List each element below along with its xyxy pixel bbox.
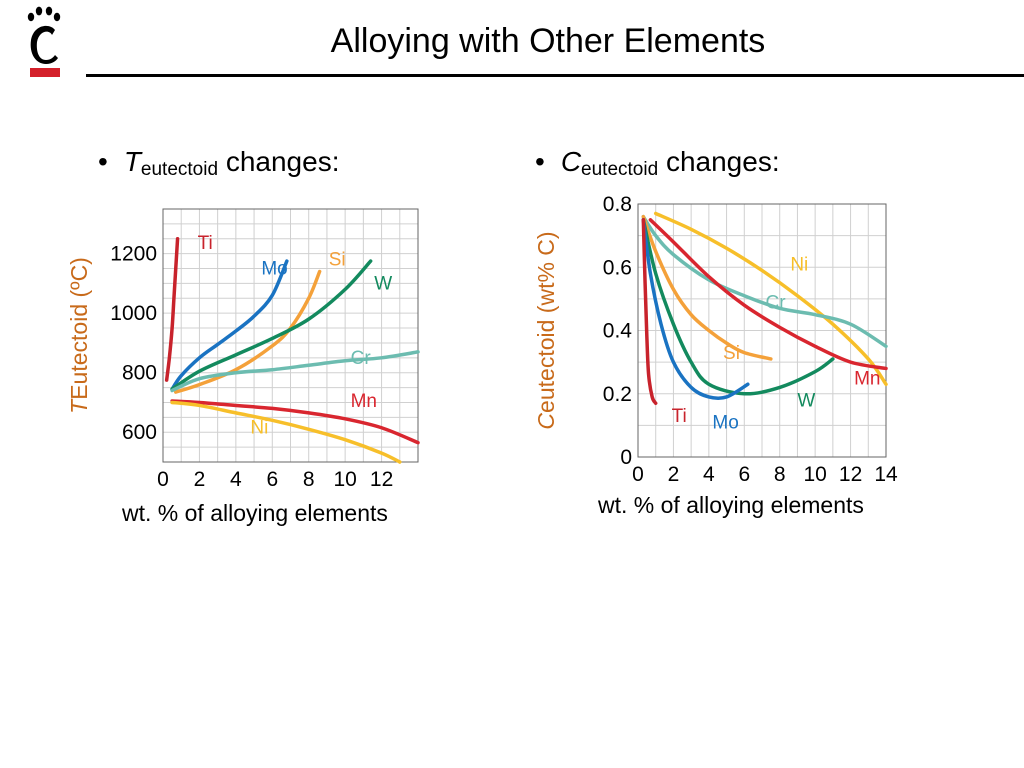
chart-t-eutectoid: 0 2 4 6 8 10 12 600 800 1000 1200 TEutectoid (ºC) Ti… (66, 208, 420, 491)
series-line-ti (641, 218, 658, 405)
y-tick-label: 1000 (110, 302, 157, 325)
series-label-mn: Mn (351, 391, 377, 412)
series-label-si: Si (329, 250, 346, 271)
x-tick-label: 12 (839, 463, 862, 486)
series-line-mo (170, 259, 289, 391)
x-tick-label: 2 (668, 463, 680, 486)
series-label-w: W (374, 273, 392, 294)
paw-toe-1 (27, 12, 35, 22)
bullet-italic: T (123, 146, 141, 177)
series-line-ni (170, 400, 402, 464)
x-tick-label: 0 (632, 463, 644, 486)
x-tick-label: 8 (774, 463, 786, 486)
paw-toe-2 (35, 6, 43, 16)
y-tick-label: 1200 (110, 243, 157, 266)
y-tick-label: 0 (620, 446, 632, 469)
series-line-cr (641, 214, 888, 349)
series-line-mo (641, 218, 750, 401)
y-tick-label: 800 (122, 362, 157, 385)
y-tick-label: 600 (122, 421, 157, 444)
series-line-si (174, 269, 322, 394)
series-line-mn (648, 218, 888, 371)
y-axis-label-italic: T (66, 398, 92, 414)
series-label-ti: Ti (198, 233, 213, 254)
y-tick-label: 0.6 (603, 256, 632, 279)
series-label-ni: Ni (790, 254, 808, 275)
x-tick-label: 12 (370, 468, 393, 491)
x-axis-caption-left: wt. % of alloying elements (122, 500, 388, 526)
bullet-t-eutectoid: • Teutectoid changes: (98, 146, 339, 181)
series-label-ni: Ni (250, 418, 268, 439)
x-tick-label: 10 (333, 468, 356, 491)
series-label-cr: Cr (766, 292, 787, 313)
series-label-si: Si (723, 343, 740, 364)
series-line-ni (653, 211, 888, 387)
chart-c-eutectoid: 0 2 4 6 8 10 12 14 0 0.2 0.4 0.6 0.8 Ceutectoid (wt% … (533, 193, 898, 486)
y-tick-label: 0.4 (603, 320, 633, 343)
bullet-text: changes: (658, 146, 780, 177)
slide-title: Alloying with Other Elements (330, 22, 766, 60)
y-axis-label-text: Eutectoid (ºC) (66, 257, 92, 400)
y-axis-label: TEutectoid (ºC) (66, 257, 92, 414)
title-rule (86, 74, 1024, 77)
plot-frame (637, 203, 887, 458)
series-label-ti: Ti (672, 406, 687, 427)
x-axis-caption-right: wt. % of alloying elements (598, 492, 864, 518)
bullet-subscript: eutectoid (140, 159, 219, 180)
series-line-w (641, 218, 835, 396)
bullet-c-eutectoid: • Ceutectoid changes: (535, 146, 780, 181)
y-axis-label-italic: C (533, 413, 559, 430)
x-tick-label: 14 (874, 463, 898, 486)
bullet-italic: C (560, 146, 582, 177)
series-line-ti (164, 237, 180, 382)
bullet-text: changes: (218, 146, 340, 177)
x-tick-label: 4 (230, 468, 242, 491)
series-label-mo: Mo (261, 258, 287, 279)
series-label-w: W (797, 390, 815, 411)
university-logo (27, 6, 61, 77)
x-tick-label: 6 (738, 463, 750, 486)
series-label-cr: Cr (351, 348, 372, 369)
y-tick-label: 0.8 (603, 193, 632, 216)
paw-toe-3 (45, 6, 53, 16)
x-tick-label: 10 (803, 463, 826, 486)
bullet-dot: • (98, 146, 108, 177)
x-tick-label: 0 (157, 468, 169, 491)
plot-frame (162, 208, 419, 463)
x-tick-label: 2 (194, 468, 206, 491)
y-axis-label: Ceutectoid (wt% C) (533, 231, 559, 429)
x-tick-label: 8 (303, 468, 315, 491)
series-line-si (641, 214, 773, 361)
series-line-mn (170, 399, 420, 445)
series-label-mn: Mn (854, 368, 880, 389)
x-tick-label: 6 (266, 468, 278, 491)
paw-toe-4 (53, 12, 61, 22)
x-tick-label: 4 (703, 463, 715, 486)
y-tick-label: 0.2 (603, 383, 632, 406)
y-axis-label-text: eutectoid (wt% C) (533, 231, 559, 413)
series-line-cr (170, 350, 420, 393)
bullet-dot: • (535, 146, 545, 177)
paw-letter-c (30, 25, 58, 64)
series-label-mo: Mo (712, 413, 738, 434)
logo-red-bar (30, 68, 60, 77)
series-line-w (170, 259, 373, 391)
bullet-subscript: eutectoid (581, 159, 659, 180)
